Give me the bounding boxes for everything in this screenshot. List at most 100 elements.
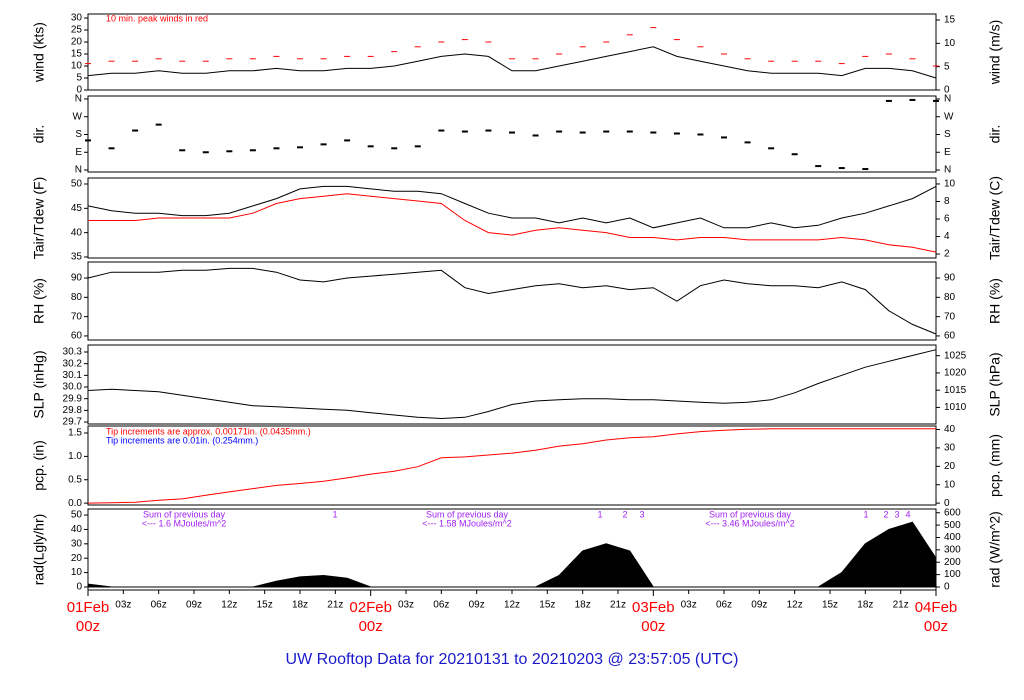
y2-axis-label: rad (W/m^2) [987, 511, 1003, 588]
y-tick-label: 30 [71, 538, 83, 549]
y2-tick-label: 40 [944, 424, 956, 435]
x-tick-label: 06z [151, 600, 167, 611]
dir-point [933, 99, 939, 102]
x-tick-label: 09z [469, 600, 485, 611]
panel-frame [87, 177, 937, 259]
y2-tick-label: 10 [944, 179, 956, 190]
y2-tick-label: 300 [944, 545, 961, 556]
y-tick-label: 30.2 [63, 358, 83, 369]
dir-point [885, 99, 892, 102]
y-tick-label: 0.5 [68, 474, 82, 485]
sun-marker: 3 [894, 509, 899, 519]
sun-marker: 1 [332, 509, 337, 519]
y-tick-label: 29.7 [63, 417, 83, 428]
y-tick-label: 20 [71, 37, 83, 48]
dir-point [721, 136, 727, 139]
y-tick-label: N [75, 165, 82, 176]
y2-tick-label: 0 [944, 582, 950, 593]
day-sum-note: <--- 1.58 MJoules/m^2 [422, 518, 512, 528]
chart-title: UW Rooftop Data for 20210131 to 20210203… [286, 651, 739, 668]
y2-tick-label: S [944, 129, 951, 140]
plot-area [85, 98, 939, 171]
day-sum-note: Sum of previous day [143, 509, 226, 519]
day-sum-note: <--- 3.46 MJoules/m^2 [705, 518, 795, 528]
x-tick-label: 18z [857, 600, 873, 611]
dir-point [155, 123, 162, 126]
dir-point [909, 98, 916, 101]
y-tick-label: E [75, 147, 82, 158]
x-tick-label: 09z [751, 600, 767, 611]
y2-tick-label: 5 [944, 61, 950, 72]
day-sum-note: Sum of previous day [709, 509, 792, 519]
dir-point [791, 153, 798, 156]
y-axis-label: rad(Lgly/hr) [31, 514, 47, 586]
dir-point [132, 129, 139, 132]
y2-axis-label: wind (m/s) [987, 20, 1003, 86]
dir-point [697, 133, 704, 136]
y-tick-label: 10 [71, 567, 83, 578]
y2-tick-label: 2 [944, 249, 950, 260]
dir-point [509, 131, 515, 134]
y-axis-label: RH (%) [31, 278, 47, 324]
y-tick-label: 30.1 [63, 370, 83, 381]
y2-tick-label: 20 [944, 461, 956, 472]
y2-tick-label: 0 [944, 498, 950, 509]
date-hour-label: 00z [76, 618, 100, 635]
dir-point [862, 168, 869, 171]
y2-tick-label: 0 [944, 85, 950, 96]
y2-tick-label: N [944, 165, 951, 176]
dir-point [414, 145, 421, 148]
y2-tick-label: 1015 [944, 385, 967, 396]
x-tick-label: 03z [398, 600, 414, 611]
dir-point [297, 146, 303, 149]
x-tick-label: 03z [115, 600, 131, 611]
y-tick-label: 50 [71, 510, 83, 521]
x-tick-label: 15z [822, 600, 838, 611]
dir-point [485, 129, 492, 132]
dir-point [85, 139, 91, 142]
sun-marker: 1 [863, 509, 868, 519]
y2-tick-label: W [944, 111, 954, 122]
dir-point [673, 132, 680, 135]
dir-point [438, 129, 445, 132]
y-axis-label: wind (kts) [31, 22, 47, 83]
y2-tick-label: E [944, 147, 951, 158]
y2-tick-label: 15 [944, 15, 956, 26]
dir-point [461, 130, 468, 133]
y-tick-label: 70 [71, 311, 83, 322]
x-tick-label: 06z [433, 600, 449, 611]
y-tick-label: 29.8 [63, 405, 83, 416]
sun-marker: 4 [905, 509, 910, 519]
panel-frame [87, 425, 937, 506]
y-tick-label: 5 [76, 73, 82, 84]
y-tick-label: W [73, 111, 83, 122]
sun-marker: 2 [622, 509, 627, 519]
x-tick-label: 12z [787, 600, 803, 611]
dir-point [249, 149, 256, 152]
dir-point [626, 130, 633, 133]
y-axis-label: pcp. (in) [31, 440, 47, 491]
data-line [87, 46, 937, 79]
date-hour-label: 00z [641, 618, 665, 635]
dir-point [556, 130, 563, 133]
y-tick-label: 45 [71, 203, 83, 214]
x-tick-label: 21z [610, 600, 626, 611]
y2-axis-label: Tair/Tdew (C) [987, 176, 1003, 260]
dir-point [179, 149, 186, 152]
y-tick-label: 30 [71, 13, 83, 24]
x-tick-label: 12z [504, 600, 520, 611]
y2-tick-label: 600 [944, 507, 961, 518]
data-line [87, 267, 937, 335]
x-tick-label: 15z [257, 600, 273, 611]
panel-note: Tip increments are approx. 0.00171in. (0… [106, 426, 311, 436]
y2-tick-label: 80 [944, 292, 956, 303]
panel-frame [87, 344, 937, 425]
dir-point [391, 147, 398, 150]
y2-tick-label: 4 [944, 231, 950, 242]
dir-point [320, 143, 327, 146]
dir-point [202, 151, 209, 154]
y-tick-label: 35 [71, 252, 83, 263]
dir-point [744, 141, 751, 144]
y2-tick-label: N [944, 94, 951, 105]
